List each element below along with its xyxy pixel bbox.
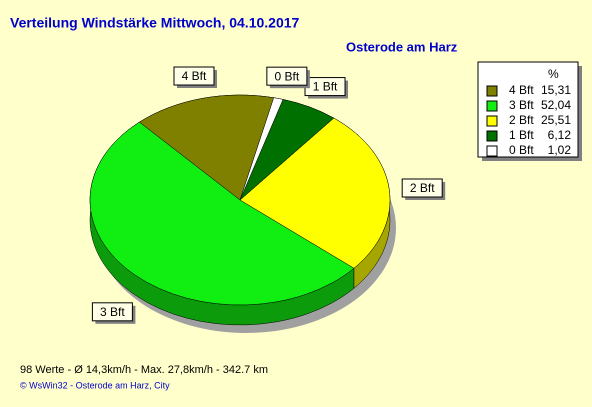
slice-label: 2 Bft xyxy=(410,181,435,195)
legend-value: 15,31 xyxy=(541,83,571,97)
slice-label: 4 Bft xyxy=(182,69,207,83)
slice xyxy=(89,121,355,306)
legend-swatch xyxy=(486,85,498,97)
slice-label: 3 Bft xyxy=(100,305,125,319)
legend-label: 3 Bft xyxy=(509,98,534,112)
legend-swatch xyxy=(486,145,498,157)
chart-title: Verteilung Windstärke Mittwoch, 04.10.20… xyxy=(10,15,300,31)
legend-label: 2 Bft xyxy=(509,113,534,127)
legend-header: % xyxy=(548,67,559,81)
slice-label: 0 Bft xyxy=(275,69,300,83)
footer: 98 Werte - Ø 14,3km/h - Max. 27,8km/h - … xyxy=(20,364,268,376)
chart-subtitle: Osterode am Harz xyxy=(346,39,458,54)
legend-label: 1 Bft xyxy=(509,128,534,142)
label-box xyxy=(266,66,308,86)
slice xyxy=(239,97,284,201)
legend-value: 25,51 xyxy=(541,113,571,127)
label-box xyxy=(173,66,215,86)
legend-swatch xyxy=(486,100,498,112)
legend-swatch xyxy=(486,115,498,127)
slice xyxy=(239,117,391,269)
label-box xyxy=(91,302,133,322)
legend-label: 4 Bft xyxy=(509,83,534,97)
legend-value: 6,12 xyxy=(548,128,572,142)
slice-label: 1 Bft xyxy=(313,80,338,94)
copyright: © WsWin32 - Osterode am Harz, City xyxy=(20,380,170,390)
legend-label: 0 Bft xyxy=(509,143,534,157)
legend-value: 52,04 xyxy=(541,98,571,112)
label-box xyxy=(401,178,443,198)
legend-swatch xyxy=(486,130,498,142)
legend-value: 1,02 xyxy=(548,143,572,157)
slice xyxy=(138,94,275,201)
